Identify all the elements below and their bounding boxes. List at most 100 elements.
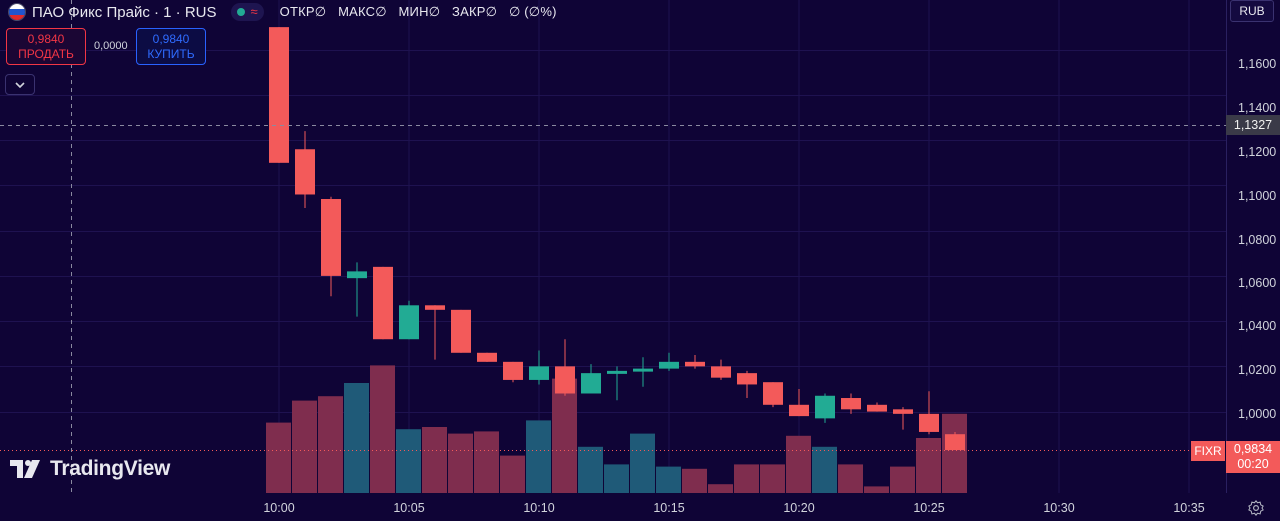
volume-bar xyxy=(578,446,603,493)
tradingview-mark-icon xyxy=(10,460,40,478)
ohlc-low: МИН∅ xyxy=(398,4,441,19)
gear-icon[interactable] xyxy=(1247,499,1265,517)
x-tick-label: 10:30 xyxy=(1043,501,1075,515)
tradingview-logo[interactable]: TradingView xyxy=(10,457,170,481)
y-tick-label: 1,0400 xyxy=(1238,319,1277,333)
y-tick-label: 1,1000 xyxy=(1238,189,1277,203)
candle-body xyxy=(789,404,809,417)
market-open-dot-icon xyxy=(236,8,245,16)
market-status-icon[interactable]: ≈ xyxy=(230,3,264,21)
candle-body xyxy=(269,27,289,163)
candle-body xyxy=(763,382,783,405)
candle-body xyxy=(347,271,367,279)
candle-body xyxy=(737,373,757,385)
y-tick-label: 1,0200 xyxy=(1238,363,1277,377)
candle-body xyxy=(373,266,393,340)
symbol-title[interactable]: ПАО Фикс Прайс · 1 · RUS xyxy=(32,3,217,21)
y-tick-label: 1,1400 xyxy=(1238,101,1277,115)
candle-body xyxy=(685,361,705,367)
volume-bar xyxy=(838,464,863,493)
volume-bar xyxy=(682,468,707,493)
volume-bar xyxy=(604,464,629,493)
volume-bar xyxy=(812,446,837,493)
volume-bar xyxy=(942,413,967,493)
candle-body xyxy=(815,395,835,419)
last-price: 0,9834 xyxy=(1233,442,1273,456)
x-tick-label: 10:15 xyxy=(653,501,685,515)
candle-body xyxy=(919,413,939,432)
candle-body xyxy=(555,366,575,394)
volume-bar xyxy=(786,435,811,493)
data-delay-icon: ≈ xyxy=(250,4,258,19)
russia-flag-icon[interactable] xyxy=(8,3,26,21)
candle-body xyxy=(581,373,601,394)
volume-bar xyxy=(448,433,473,493)
candle-body xyxy=(425,305,445,310)
candle-body xyxy=(633,368,653,372)
candle-body xyxy=(841,398,861,410)
candle-body xyxy=(893,409,913,414)
collapse-button[interactable] xyxy=(5,74,35,95)
x-tick-label: 10:25 xyxy=(913,501,945,515)
candle-body xyxy=(477,352,497,362)
volume-bar xyxy=(656,466,681,493)
ohlc-high: МАКС∅ xyxy=(338,4,387,19)
volume-bar xyxy=(396,429,421,493)
candle-body xyxy=(399,305,419,340)
x-tick-label: 10:00 xyxy=(263,501,295,515)
y-tick-label: 1,1200 xyxy=(1238,145,1277,159)
flag-stripe-blue xyxy=(9,9,25,15)
ohlc-open: ОТКР∅ xyxy=(279,4,327,19)
candle-body xyxy=(451,309,471,353)
last-price-tag: 0,9834 00:20 xyxy=(1226,441,1280,473)
x-tick-label: 10:35 xyxy=(1173,501,1205,515)
y-tick-label: 1,0800 xyxy=(1238,233,1277,247)
candle-body xyxy=(529,366,549,380)
y-tick-label: 1,0600 xyxy=(1238,276,1277,290)
candle-body xyxy=(503,361,523,380)
volume-bar xyxy=(474,431,499,493)
sell-price: 0,9840 xyxy=(27,31,65,46)
candle-body xyxy=(321,199,341,276)
candle-body xyxy=(711,366,731,378)
x-tick-label: 10:10 xyxy=(523,501,555,515)
flag-stripe-red xyxy=(9,14,25,20)
volume-bar xyxy=(344,383,369,493)
candle-body xyxy=(945,434,965,451)
candle-body xyxy=(607,370,627,374)
volume-bar xyxy=(370,365,395,493)
buy-button[interactable]: 0,9840 КУПИТЬ xyxy=(136,28,206,65)
volume-bar xyxy=(526,420,551,493)
candle-body xyxy=(867,404,887,412)
volume-bar xyxy=(292,400,317,493)
ohlc-close: ЗАКР∅ xyxy=(452,4,498,19)
buy-price: 0,9840 xyxy=(152,31,190,46)
volume-bar xyxy=(890,466,915,493)
crosshair-price-label: 1,1327 xyxy=(1226,115,1280,135)
spread-value: 0,0000 xyxy=(94,40,128,52)
ohlc-change: ∅ (∅%) xyxy=(508,4,557,19)
flag-stripe-white xyxy=(9,4,25,10)
volume-bar xyxy=(500,455,525,493)
x-tick-label: 10:20 xyxy=(783,501,815,515)
chevron-down-icon xyxy=(15,81,25,88)
bar-countdown: 00:20 xyxy=(1237,457,1269,471)
candle-body xyxy=(659,361,679,369)
candle-body xyxy=(295,149,315,195)
symbol-header: ПАО Фикс Прайс · 1 · RUS ≈ ОТКР∅ МАКС∅ М… xyxy=(8,2,565,22)
tradingview-wordmark: TradingView xyxy=(50,457,171,480)
volume-bar xyxy=(266,422,291,493)
volume-bar xyxy=(318,396,343,493)
sell-label: ПРОДАТЬ xyxy=(18,46,74,61)
volume-bar xyxy=(422,427,447,493)
sell-button[interactable]: 0,9840 ПРОДАТЬ xyxy=(6,28,86,65)
symbol-price-tag: FIXR xyxy=(1191,441,1225,461)
ohlc-legend: ОТКР∅ МАКС∅ МИН∅ ЗАКР∅ ∅ (∅%) xyxy=(280,4,565,20)
volume-bar xyxy=(630,433,655,493)
volume-bar xyxy=(760,464,785,493)
volume-bar xyxy=(552,378,577,493)
volume-bar xyxy=(708,484,733,493)
volume-bar xyxy=(916,438,941,493)
currency-button[interactable]: RUB xyxy=(1230,0,1274,22)
